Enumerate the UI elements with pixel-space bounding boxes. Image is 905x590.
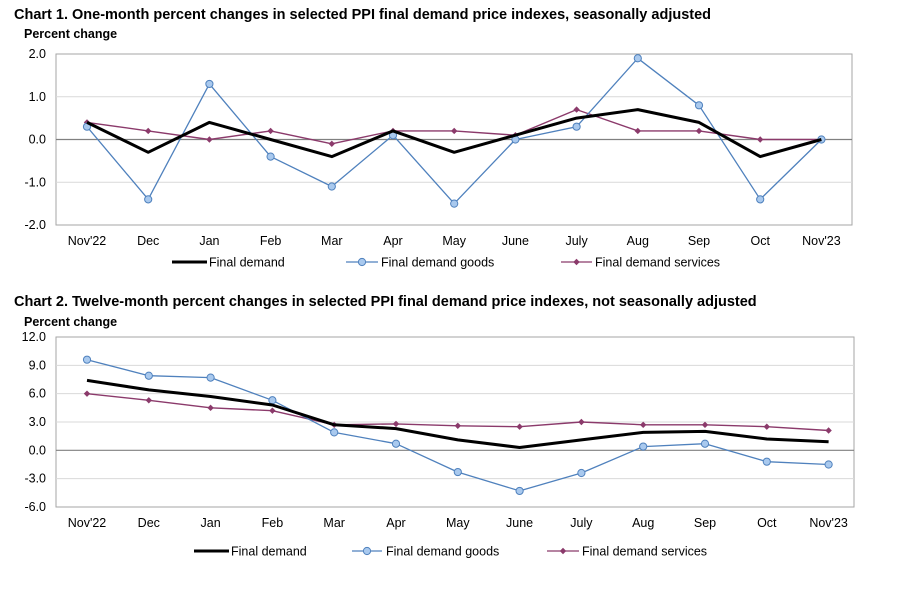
chart-1-x-tick-label: Feb <box>260 234 282 248</box>
chart-2-goods-point <box>392 440 399 447</box>
chart-1-goods-point <box>206 80 213 87</box>
chart-2-legend-entry: Final demand services <box>547 545 707 559</box>
chart-1-y-tick-label: 0.0 <box>29 133 46 147</box>
chart-2-goods-point <box>825 461 832 468</box>
chart-1-goods-point <box>573 123 580 130</box>
chart-1-goods-point <box>267 153 274 160</box>
chart-2-title: Chart 2. Twelve-month percent changes in… <box>14 294 757 310</box>
chart-1-y-tick-label: 2.0 <box>29 47 46 61</box>
legend-label: Final demand goods <box>386 545 499 559</box>
chart-1-x-tick-label: July <box>565 234 588 248</box>
legend-label: Final demand <box>231 545 307 559</box>
chart-1-y-tick-label: -1.0 <box>24 175 46 189</box>
chart-2-goods-point <box>701 440 708 447</box>
chart-1-goods-point <box>757 196 764 203</box>
chart-1-legend-entry: Final demand services <box>561 256 720 270</box>
chart-2-legend-entry: Final demand goods <box>352 545 499 559</box>
chart-2-y-tick-label: 3.0 <box>29 415 46 429</box>
chart-2-x-tick-label: June <box>506 516 533 530</box>
chart-2-y-tick-label: 9.0 <box>29 358 46 372</box>
chart-1-legend-entry: Final demand <box>172 256 285 270</box>
legend-marker <box>573 259 579 265</box>
legend-marker <box>358 258 365 265</box>
chart-1-goods-point <box>451 200 458 207</box>
chart-1-goods-point <box>145 196 152 203</box>
charts-canvas: Chart 1. One-month percent changes in se… <box>0 0 905 590</box>
chart-1-x-tick-label: Dec <box>137 234 159 248</box>
legend-label: Final demand services <box>595 256 720 270</box>
chart-1-x-tick-label: Jan <box>199 234 219 248</box>
chart-2-y-tick-label: -3.0 <box>24 472 46 486</box>
chart-2-x-tick-label: Feb <box>262 516 284 530</box>
chart-1-title: Chart 1. One-month percent changes in se… <box>14 7 711 23</box>
chart-2-x-tick-label: Mar <box>323 516 345 530</box>
chart-2-goods-point <box>763 458 770 465</box>
chart-2-goods-point <box>578 469 585 476</box>
chart-1-x-tick-label: Aug <box>627 234 649 248</box>
chart-1-legend-entry: Final demand goods <box>346 256 494 270</box>
chart-2-goods-point <box>83 356 90 363</box>
chart-1-goods-point <box>695 102 702 109</box>
chart-1-x-tick-label: Apr <box>383 234 402 248</box>
chart-2-goods-point <box>454 468 461 475</box>
chart-1-goods-point <box>634 55 641 62</box>
legend-marker <box>560 548 566 554</box>
chart-1-x-tick-label: Sep <box>688 234 710 248</box>
chart-1-goods-point <box>328 183 335 190</box>
chart-2-y-tick-label: 12.0 <box>22 330 46 344</box>
chart-2-x-tick-label: Nov'22 <box>68 516 107 530</box>
chart-1-x-tick-label: Nov'22 <box>68 234 107 248</box>
chart-1-x-tick-label: May <box>442 234 466 248</box>
chart-2-goods-point <box>207 374 214 381</box>
chart-2-x-tick-label: Oct <box>757 516 777 530</box>
chart-2-x-tick-label: Dec <box>138 516 160 530</box>
chart-2-goods-point <box>640 443 647 450</box>
chart-2-x-tick-label: May <box>446 516 470 530</box>
chart-2-legend-entry: Final demand <box>194 545 307 559</box>
chart-2-y-tick-label: 6.0 <box>29 387 46 401</box>
chart-2-y-axis-label: Percent change <box>24 315 117 329</box>
chart-2-goods-point <box>269 397 276 404</box>
chart-1-x-tick-label: Nov'23 <box>802 234 841 248</box>
chart-2-x-tick-label: Apr <box>386 516 405 530</box>
chart-2: Chart 2. Twelve-month percent changes in… <box>14 294 854 559</box>
chart-2-x-tick-label: Nov'23 <box>809 516 848 530</box>
chart-1-y-tick-label: 1.0 <box>29 90 46 104</box>
chart-2-goods-point <box>331 429 338 436</box>
chart-2-goods-point <box>145 372 152 379</box>
chart-1-x-tick-label: June <box>502 234 529 248</box>
chart-2-goods-point <box>516 487 523 494</box>
legend-label: Final demand <box>209 256 285 270</box>
chart-1-y-axis-label: Percent change <box>24 27 117 41</box>
chart-1: Chart 1. One-month percent changes in se… <box>14 7 852 270</box>
chart-1-y-tick-label: -2.0 <box>24 218 46 232</box>
chart-2-x-tick-label: Aug <box>632 516 654 530</box>
chart-2-x-tick-label: Jan <box>201 516 221 530</box>
legend-label: Final demand services <box>582 545 707 559</box>
chart-2-y-tick-label: 0.0 <box>29 443 46 457</box>
chart-2-x-tick-label: July <box>570 516 593 530</box>
chart-1-x-tick-label: Oct <box>750 234 770 248</box>
legend-label: Final demand goods <box>381 256 494 270</box>
legend-marker <box>363 547 370 554</box>
chart-1-x-tick-label: Mar <box>321 234 343 248</box>
chart-2-x-tick-label: Sep <box>694 516 716 530</box>
chart-2-y-tick-label: -6.0 <box>24 500 46 514</box>
